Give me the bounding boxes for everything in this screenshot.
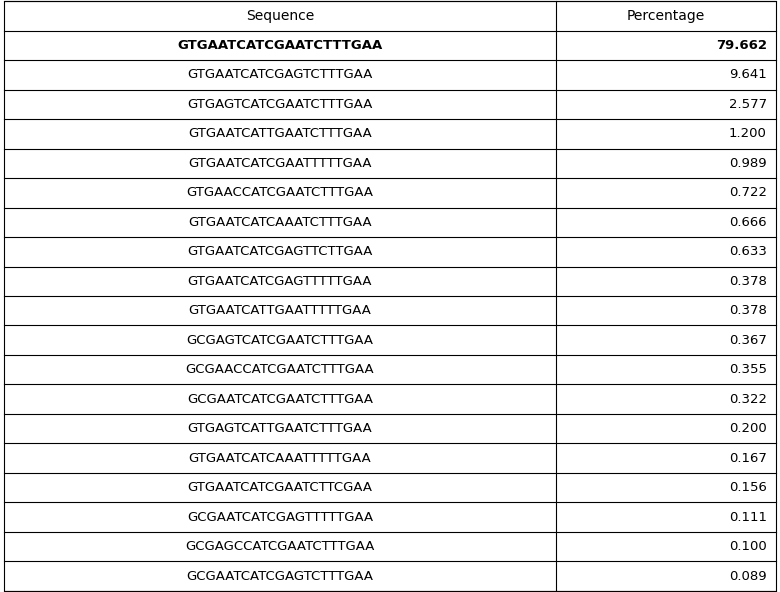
Text: GTGAATCATCGAGTTCTTGAA: GTGAATCATCGAGTTCTTGAA <box>187 245 373 258</box>
Text: 0.666: 0.666 <box>729 216 767 229</box>
Text: GCGAGTCATCGAATCTTTGAA: GCGAGTCATCGAATCTTTGAA <box>186 334 374 347</box>
Text: GTGAATCATCAAATTTTTGAA: GTGAATCATCAAATTTTTGAA <box>189 452 371 465</box>
Text: GCGAACCATCGAATCTTTGAA: GCGAACCATCGAATCTTTGAA <box>186 363 374 376</box>
Text: GTGAATCATTGAATTTTTGAA: GTGAATCATTGAATTTTTGAA <box>189 304 371 317</box>
Text: 0.089: 0.089 <box>729 570 767 583</box>
Text: 2.577: 2.577 <box>729 98 767 111</box>
Text: 0.200: 0.200 <box>729 422 767 435</box>
Text: 79.662: 79.662 <box>716 39 767 52</box>
Text: 0.100: 0.100 <box>729 540 767 553</box>
Text: 0.367: 0.367 <box>729 334 767 347</box>
Text: 9.641: 9.641 <box>729 69 767 81</box>
Text: Percentage: Percentage <box>627 9 705 23</box>
Text: GTGAGTCATCGAATCTTTGAA: GTGAGTCATCGAATCTTTGAA <box>187 98 373 111</box>
Text: 0.167: 0.167 <box>729 452 767 465</box>
Text: GCGAATCATCGAATCTTTGAA: GCGAATCATCGAATCTTTGAA <box>187 392 373 406</box>
Text: 0.722: 0.722 <box>729 186 767 200</box>
Text: GTGAATCATCAAATCTTTGAA: GTGAATCATCAAATCTTTGAA <box>188 216 372 229</box>
Text: GTGAATCATCGAGTTTTTGAA: GTGAATCATCGAGTTTTTGAA <box>188 275 372 288</box>
Text: GCGAGCCATCGAATCTTTGAA: GCGAGCCATCGAATCTTTGAA <box>186 540 374 553</box>
Text: 0.355: 0.355 <box>729 363 767 376</box>
Text: 0.989: 0.989 <box>729 157 767 170</box>
Text: 1.200: 1.200 <box>729 127 767 140</box>
Text: 0.156: 0.156 <box>729 481 767 494</box>
Text: 0.378: 0.378 <box>729 275 767 288</box>
Text: GCGAATCATCGAGTTTTTGAA: GCGAATCATCGAGTTTTTGAA <box>187 511 373 523</box>
Text: GTGAGTCATTGAATCTTTGAA: GTGAGTCATTGAATCTTTGAA <box>187 422 372 435</box>
Text: GTGAATCATCGAATTTTTGAA: GTGAATCATCGAATTTTTGAA <box>188 157 372 170</box>
Text: Sequence: Sequence <box>246 9 314 23</box>
Text: 0.633: 0.633 <box>729 245 767 258</box>
Text: GTGAATCATCGAATCTTCGAA: GTGAATCATCGAATCTTCGAA <box>187 481 373 494</box>
Text: 0.322: 0.322 <box>729 392 767 406</box>
Text: GTGAATCATTGAATCTTTGAA: GTGAATCATTGAATCTTTGAA <box>188 127 372 140</box>
Text: 0.378: 0.378 <box>729 304 767 317</box>
Text: GCGAATCATCGAGTCTTTGAA: GCGAATCATCGAGTCTTTGAA <box>186 570 374 583</box>
Text: GTGAATCATCGAATCTTTGAA: GTGAATCATCGAATCTTTGAA <box>177 39 382 52</box>
Text: 0.111: 0.111 <box>729 511 767 523</box>
Text: GTGAACCATCGAATCTTTGAA: GTGAACCATCGAATCTTTGAA <box>186 186 374 200</box>
Text: GTGAATCATCGAGTCTTTGAA: GTGAATCATCGAGTCTTTGAA <box>187 69 373 81</box>
